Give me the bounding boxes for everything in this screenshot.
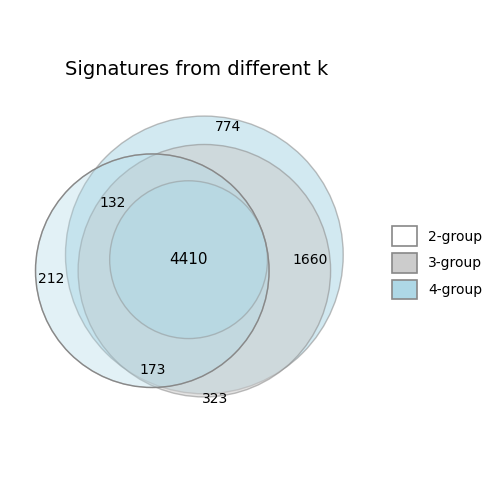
Title: Signatures from different k: Signatures from different k <box>65 60 328 79</box>
Text: 173: 173 <box>139 363 165 377</box>
Text: 4410: 4410 <box>169 252 208 267</box>
Text: 212: 212 <box>38 272 65 286</box>
Text: 132: 132 <box>100 196 126 210</box>
Text: 1660: 1660 <box>292 253 328 267</box>
Legend: 2-group, 3-group, 4-group: 2-group, 3-group, 4-group <box>385 219 489 306</box>
Circle shape <box>78 145 331 397</box>
Text: 323: 323 <box>202 392 228 406</box>
Circle shape <box>66 116 343 394</box>
Text: 774: 774 <box>215 120 241 134</box>
Circle shape <box>35 154 269 388</box>
Circle shape <box>110 181 268 339</box>
